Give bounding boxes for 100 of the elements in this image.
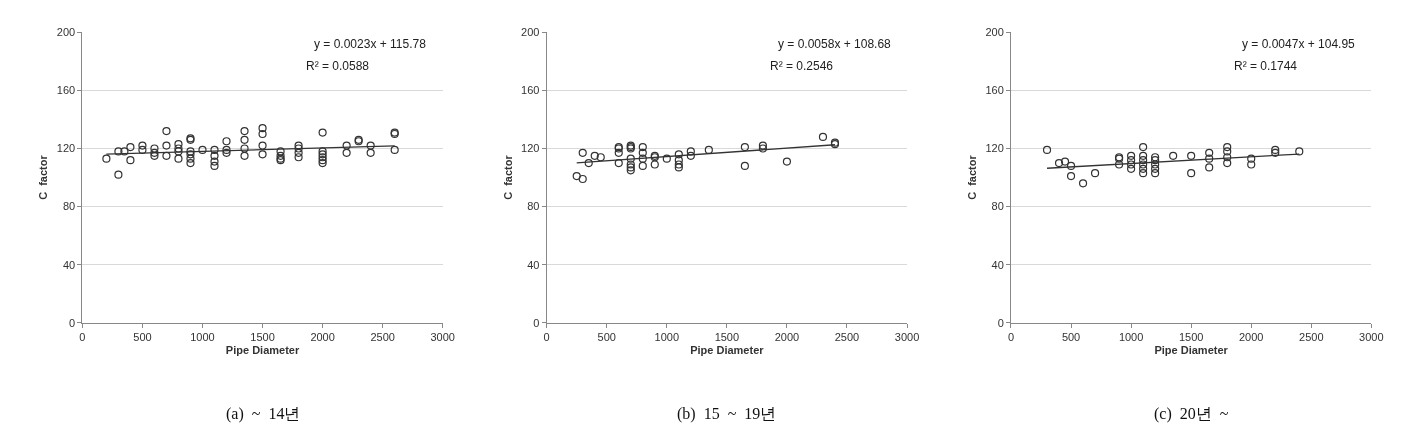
x-tick-label: 2500 xyxy=(1299,330,1324,343)
point xyxy=(1139,151,1148,160)
point xyxy=(674,160,683,169)
x-tick-label: 1000 xyxy=(654,330,680,343)
point xyxy=(686,147,695,156)
point xyxy=(578,174,587,184)
y-tick-label: 40 xyxy=(991,258,1004,271)
point xyxy=(1187,169,1196,178)
point xyxy=(1205,163,1214,172)
point xyxy=(578,148,587,157)
y-tick-label: 80 xyxy=(62,200,76,213)
y-axis-title: C factor xyxy=(501,154,514,200)
y-tick-label: 80 xyxy=(527,200,540,213)
point xyxy=(638,142,647,152)
point xyxy=(1187,151,1196,160)
x-tick-label: 3000 xyxy=(430,330,455,343)
point xyxy=(740,142,749,152)
point xyxy=(1127,156,1136,165)
point xyxy=(572,172,581,181)
point xyxy=(1151,153,1160,162)
y-tick-label: 160 xyxy=(521,84,540,97)
point xyxy=(1271,148,1280,157)
x-tick-label: 0 xyxy=(543,330,550,343)
point xyxy=(638,154,647,163)
x-axis-title: Pipe Diameter xyxy=(690,344,765,357)
point xyxy=(614,148,623,157)
y-tick-label: 0 xyxy=(533,316,540,329)
point xyxy=(1247,154,1256,163)
y-tick-label: 200 xyxy=(521,26,540,39)
x-tick-label: 3000 xyxy=(1359,330,1384,343)
point xyxy=(638,161,647,171)
point xyxy=(1127,151,1136,160)
x-tick-label: 500 xyxy=(133,330,152,343)
point xyxy=(1078,179,1088,188)
point xyxy=(1151,169,1160,178)
y-axis-title: C factor xyxy=(966,154,979,200)
point xyxy=(1127,164,1136,173)
point xyxy=(1205,154,1214,163)
x-axis-title: Pipe Diameter xyxy=(1154,344,1229,357)
y-tick-label: 120 xyxy=(521,142,540,155)
y-tick-label: 80 xyxy=(991,200,1004,213)
point xyxy=(626,163,635,172)
point xyxy=(1042,145,1052,155)
point xyxy=(674,150,683,159)
x-tick-label: 1500 xyxy=(714,330,740,343)
text: (a) ~ 14년 xyxy=(226,405,301,423)
point xyxy=(1151,164,1160,173)
point xyxy=(674,156,683,165)
point xyxy=(686,151,695,160)
point xyxy=(740,161,749,171)
y-tick-label: 120 xyxy=(985,142,1004,155)
point xyxy=(1139,160,1148,169)
x-tick-label: 0 xyxy=(1007,330,1015,343)
point xyxy=(758,141,767,150)
y-tick-label: 40 xyxy=(62,258,76,271)
x-tick-label: 1000 xyxy=(190,330,215,343)
x-tick-label: 2000 xyxy=(1238,330,1264,343)
point xyxy=(1295,147,1304,156)
point xyxy=(1139,169,1148,178)
point xyxy=(1139,142,1148,152)
annotation: R² = 0.2546 xyxy=(770,59,834,73)
point xyxy=(1151,156,1160,165)
point xyxy=(1169,151,1178,160)
point xyxy=(1223,153,1232,162)
point xyxy=(596,153,605,162)
annotation: R² = 0.1744 xyxy=(1234,59,1298,73)
point xyxy=(626,154,635,163)
point xyxy=(1066,172,1076,181)
x-tick-label: 2000 xyxy=(774,330,800,343)
y-tick-label: 160 xyxy=(985,84,1004,97)
point xyxy=(1247,160,1256,169)
point xyxy=(1066,161,1076,171)
text: (b) 15 ~ 19년 xyxy=(677,405,777,423)
y-axis-title: C factor xyxy=(37,154,50,200)
point xyxy=(1223,147,1232,156)
x-tick-label: 3000 xyxy=(894,330,920,343)
y-tick-label: 40 xyxy=(527,258,540,271)
point xyxy=(818,132,828,141)
point xyxy=(674,163,683,172)
point xyxy=(614,158,623,168)
point xyxy=(626,160,635,169)
point xyxy=(638,148,647,157)
point xyxy=(626,166,635,175)
annotation: R² = 0.0588 xyxy=(306,59,370,73)
point xyxy=(1060,157,1070,166)
y-tick-label: 0 xyxy=(997,316,1004,329)
point xyxy=(584,158,593,168)
point xyxy=(1223,142,1232,152)
point xyxy=(782,157,792,166)
x-tick-label: 1000 xyxy=(1118,330,1144,343)
point xyxy=(1139,156,1148,165)
x-tick-label: 1500 xyxy=(1178,330,1204,343)
annotation: y = 0.0047x + 104.95 xyxy=(1242,37,1356,51)
y-tick-label: 200 xyxy=(56,26,76,39)
point xyxy=(590,151,599,160)
point xyxy=(1223,158,1232,168)
x-tick-label: 1500 xyxy=(250,330,275,343)
x-tick-label: 2000 xyxy=(310,330,335,343)
point xyxy=(758,144,767,153)
annotation: y = 0.0023x + 115.78 xyxy=(314,37,427,51)
